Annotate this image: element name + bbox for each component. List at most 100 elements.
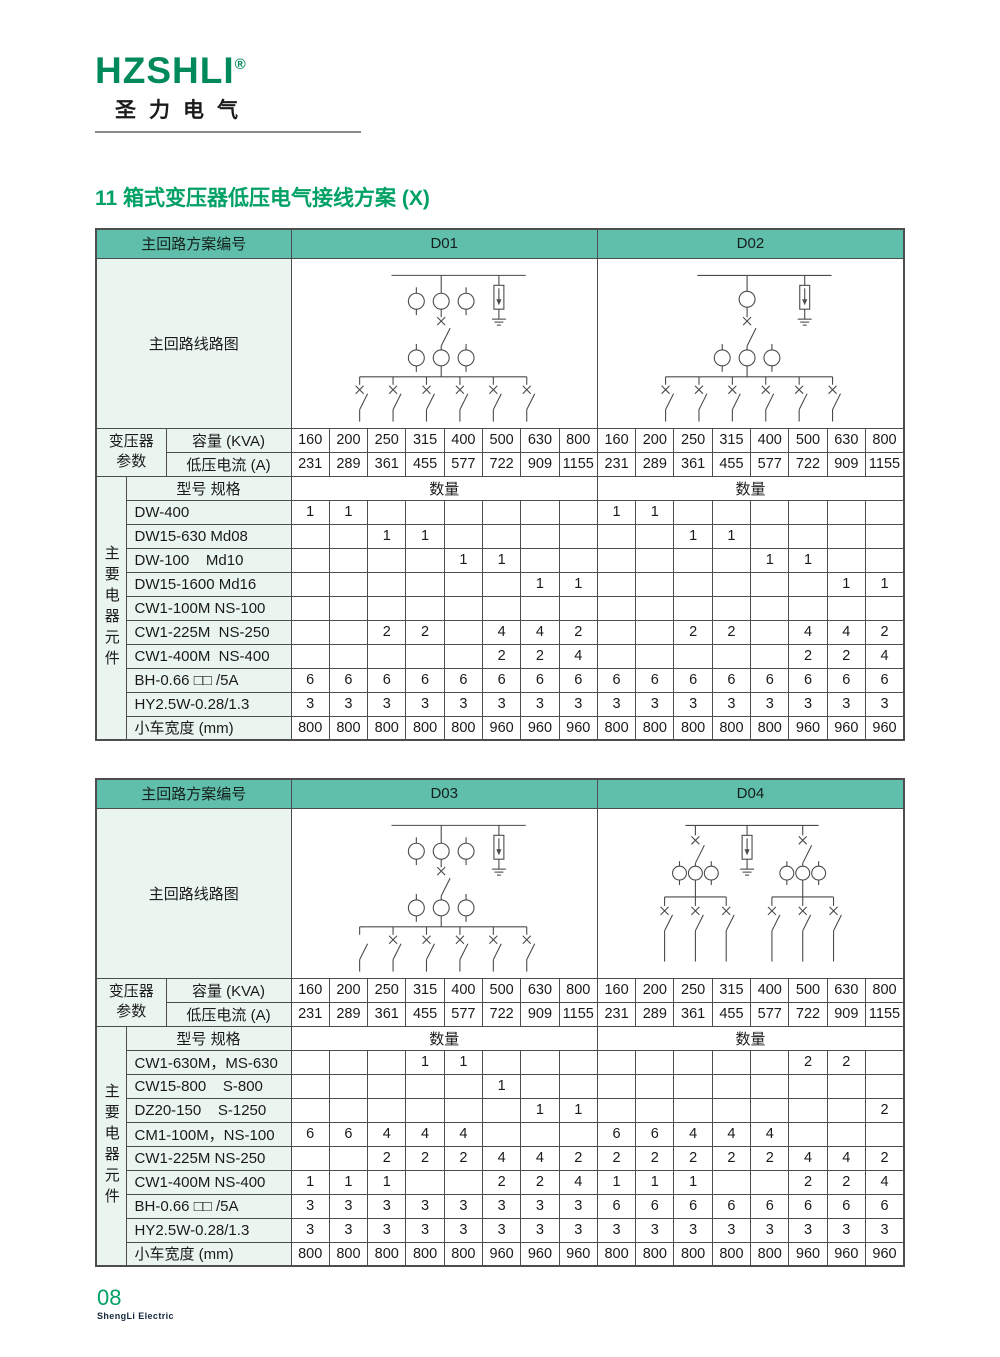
qty-value: 1	[596, 499, 637, 525]
main-components-label: 主要电器元件	[95, 1025, 127, 1267]
current-value: 289	[328, 1001, 369, 1027]
qty-value	[673, 547, 713, 573]
cart-width-value: 960	[558, 1241, 598, 1267]
qty-value	[520, 523, 560, 549]
qty-value: 1	[290, 1169, 330, 1195]
current-value: 722	[788, 1001, 828, 1027]
qty-value	[405, 1169, 445, 1195]
cart-width-label: 小车宽度 (mm)	[125, 1241, 292, 1267]
model-spec-label: 型号 规格	[125, 475, 292, 501]
qty-value: 1	[864, 571, 905, 597]
capacity-value: 250	[367, 977, 407, 1003]
qty-value	[711, 1049, 752, 1075]
qty-value	[405, 595, 445, 621]
qty-value: 1	[405, 1049, 445, 1075]
qty-value	[481, 1049, 522, 1075]
cart-width-value: 800	[405, 715, 445, 741]
qty-value: 1	[826, 571, 866, 597]
qty-value	[750, 1049, 790, 1075]
qty-value: 6	[290, 1121, 330, 1147]
capacity-value: 160	[596, 427, 637, 453]
qty-value	[290, 1049, 330, 1075]
qty-value	[635, 523, 675, 549]
capacity-value: 200	[328, 977, 369, 1003]
qty-value: 6	[711, 1193, 752, 1219]
qty-value	[290, 547, 330, 573]
qty-value	[481, 595, 522, 621]
component-name: BH-0.66 □□ /5A	[125, 667, 292, 693]
qty-value: 6	[864, 1193, 905, 1219]
current-value: 909	[826, 451, 866, 477]
component-row: HY2.5W-0.28/1.3 3 3 3 3 3 3 3 3 3 3 3 3 3 3 3 3	[96, 1217, 905, 1243]
qty-value	[520, 1073, 560, 1099]
qty-value	[826, 1097, 866, 1123]
capacity-value: 500	[481, 977, 522, 1003]
qty-value	[788, 523, 828, 549]
component-row: DW15-630 Md08 1 1 1 1	[96, 523, 905, 549]
component-row: CW15-800 S-800 1	[96, 1073, 905, 1099]
qty-value: 4	[520, 1145, 560, 1171]
qty-value: 4	[481, 619, 522, 645]
scheme-id-d02: D02	[596, 228, 905, 259]
component-row: DW-400 1 1 1 1	[96, 499, 905, 525]
qty-value	[596, 547, 637, 573]
component-row: DZ20-150 S-1250 1 1 2	[96, 1097, 905, 1123]
capacity-label: 容量 (KVA)	[165, 427, 292, 453]
transformer-params-label: 变压器参数	[95, 427, 167, 477]
quantity-label-d01: 数量	[290, 475, 598, 501]
qty-value	[826, 547, 866, 573]
qty-value: 1	[750, 547, 790, 573]
qty-value: 2	[864, 619, 905, 645]
cart-width-value: 960	[481, 1241, 522, 1267]
qty-value: 3	[711, 1217, 752, 1243]
qty-value	[750, 1073, 790, 1099]
current-value: 1155	[864, 1001, 905, 1027]
qty-value	[750, 1097, 790, 1123]
qty-value: 1	[596, 1169, 637, 1195]
qty-value	[367, 499, 407, 525]
qty-value: 3	[750, 691, 790, 717]
lv-current-label: 低压电流 (A)	[165, 451, 292, 477]
qty-value: 3	[826, 1217, 866, 1243]
component-name: DW-400	[125, 499, 292, 525]
cart-width-value: 800	[290, 1241, 330, 1267]
qty-value: 1	[520, 571, 560, 597]
qty-value: 3	[711, 691, 752, 717]
qty-value: 6	[750, 1193, 790, 1219]
qty-value	[864, 1121, 905, 1147]
qty-value	[405, 1073, 445, 1099]
qty-value: 4	[864, 1169, 905, 1195]
qty-value: 3	[481, 1193, 522, 1219]
qty-value	[826, 595, 866, 621]
lv-current-label: 低压电流 (A)	[165, 1001, 292, 1027]
one-line-diagram-d04	[660, 824, 842, 962]
qty-value: 1	[558, 571, 598, 597]
qty-value: 2	[635, 1145, 675, 1171]
current-value: 722	[481, 451, 522, 477]
qty-value	[711, 547, 752, 573]
one-line-diagram-d03	[358, 824, 535, 972]
cart-width-value: 800	[367, 1241, 407, 1267]
qty-value	[596, 619, 637, 645]
qty-value	[328, 547, 369, 573]
qty-value	[405, 1097, 445, 1123]
capacity-value: 400	[750, 427, 790, 453]
qty-value	[673, 1049, 713, 1075]
qty-value	[711, 1097, 752, 1123]
qty-value	[558, 523, 598, 549]
qty-value: 3	[864, 1217, 905, 1243]
qty-value	[635, 619, 675, 645]
qty-value: 2	[367, 619, 407, 645]
qty-value: 1	[481, 1073, 522, 1099]
current-value: 231	[290, 1001, 330, 1027]
qty-value	[443, 1073, 484, 1099]
qty-value	[558, 1121, 598, 1147]
qty-value	[826, 499, 866, 525]
cart-width-value: 800	[673, 1241, 713, 1267]
capacity-value: 500	[481, 427, 522, 453]
qty-value: 2	[864, 1145, 905, 1171]
qty-value	[290, 571, 330, 597]
qty-value: 3	[367, 1217, 407, 1243]
qty-value: 4	[673, 1121, 713, 1147]
qty-value: 3	[558, 1217, 598, 1243]
